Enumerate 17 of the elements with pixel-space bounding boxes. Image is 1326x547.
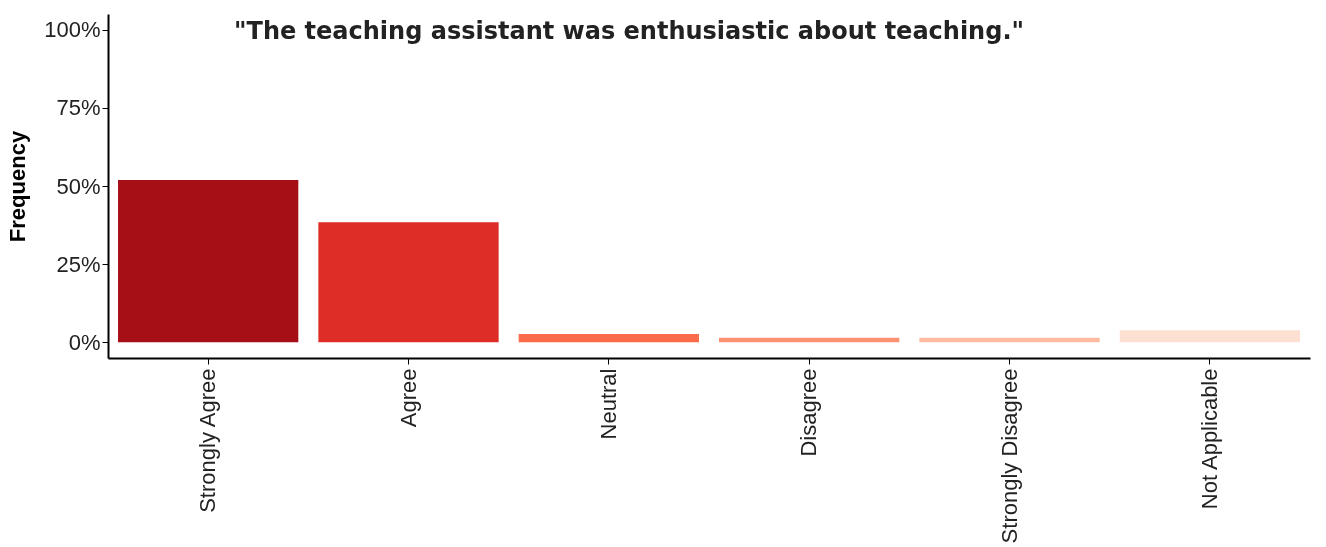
x-tick-label: Strongly Disagree (996, 368, 1022, 544)
y-axis-title: Frequency (5, 130, 31, 243)
y-tick-label: 50% (56, 173, 101, 199)
y-tick-label: 25% (56, 251, 101, 277)
y-tick-label: 100% (44, 17, 101, 43)
bar (1119, 330, 1300, 343)
bar (318, 222, 499, 343)
bar (518, 333, 699, 343)
x-tick-label: Agree (395, 368, 421, 428)
bar (118, 180, 299, 343)
y-tick-label: 0% (68, 329, 101, 355)
x-tick-label: Strongly Agree (195, 368, 221, 513)
x-tick-label: Neutral (595, 368, 621, 440)
y-tick-label: 75% (56, 95, 101, 121)
x-tick-label: Not Applicable (1196, 368, 1222, 510)
x-tick-label: Disagree (796, 368, 822, 457)
chart-title: "The teaching assistant was enthusiastic about teaching." (234, 17, 1024, 45)
